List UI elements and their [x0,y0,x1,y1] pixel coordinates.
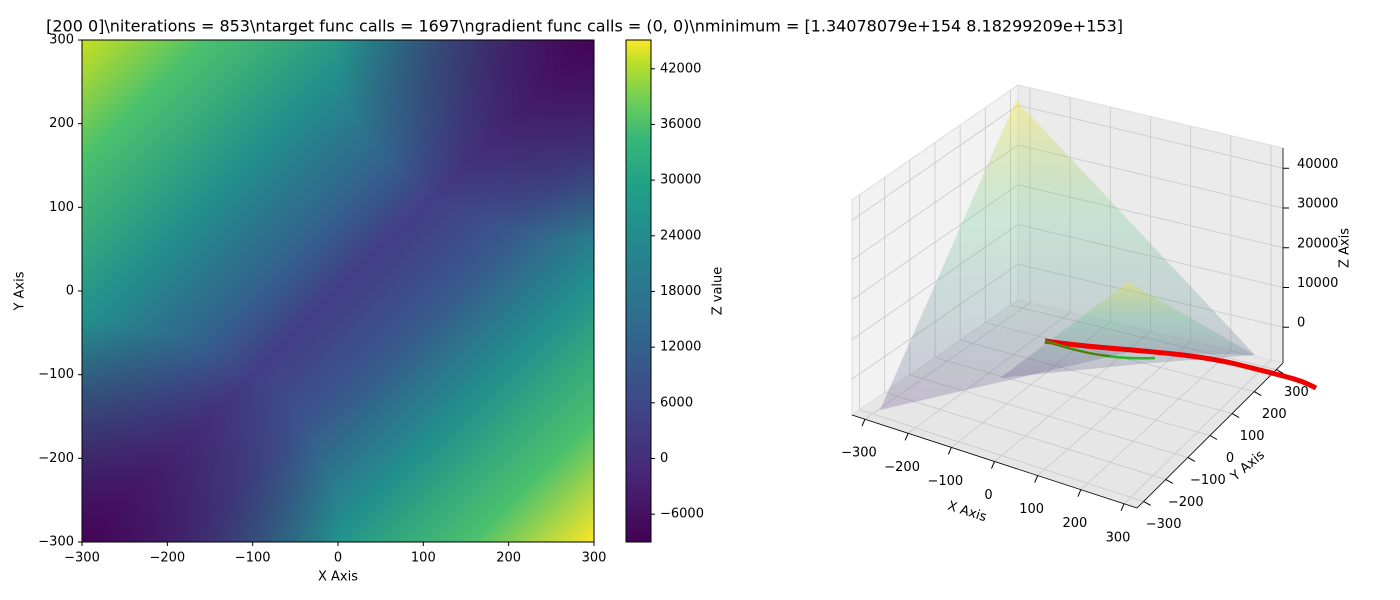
colorbar-tick-label: 36000 [660,117,701,132]
x-tick-label: −100 [235,551,271,566]
x-tick-label: 100 [411,551,436,566]
colorbar-tick-label: 42000 [660,61,701,76]
x-tick-label: 300 [582,551,607,566]
colorbar [625,39,652,543]
y-tick [1209,435,1218,440]
y-tick [1253,391,1262,396]
y-tick [1187,457,1196,462]
contour-field [82,40,594,542]
y-tick [1143,500,1151,506]
chart-title: [200 0]\niterations = 853\ntarget func c… [46,17,1123,36]
z-tick-label: 20000 [1297,236,1338,251]
colorbar-tick-label: 12000 [660,340,701,355]
y-tick-label: −100 [1190,473,1226,488]
z-tick-label: 0 [1297,316,1305,331]
x-tick [1034,475,1039,483]
x-tick-label: −300 [64,551,100,566]
y-tick-label: −300 [1146,517,1182,532]
x-tick [1077,489,1082,497]
colorbar-tick-label: 24000 [660,228,701,243]
colorbar-tick-label: 18000 [660,284,701,299]
grid-line [1017,104,1284,169]
y-tick-label: 200 [1262,407,1287,422]
x-tick [861,419,866,427]
path-red [1044,338,1318,391]
y-tick-label: −200 [38,451,74,466]
grid-line [859,409,1144,502]
x-tick-label: 0 [334,551,342,566]
low-region [82,322,342,542]
y-tick-label: 200 [49,116,74,131]
z-tick-label: 30000 [1297,197,1338,212]
y-tick-label: 100 [1240,429,1265,444]
x3-axis-label: X Axis [946,499,989,526]
y-tick-label: −300 [38,535,74,550]
colorbar-tick-label: −6000 [660,507,704,522]
x-tick-label: 300 [1106,530,1131,545]
colorbar-tick-label: 6000 [660,395,693,410]
y-tick [1276,369,1284,375]
x-tick-label: −100 [927,474,963,489]
x-tick [1120,503,1125,511]
colorbar-tick-label: 0 [660,451,668,466]
x-tick-label: −200 [884,460,920,475]
y-axis-label: Y Axis [13,271,28,311]
z3-axis-label: Z Axis [1338,228,1353,268]
grid-line [884,391,1166,480]
x-tick [947,447,952,455]
y-tick-label: −100 [38,367,74,382]
y-tick-label: 100 [49,200,74,215]
x-tick-label: 100 [1019,502,1044,517]
y-tick-label: 300 [1284,385,1309,400]
path-overlap [1044,340,1111,357]
x-axis-label: X Axis [318,570,358,585]
colorbar-label: Z value [711,267,726,316]
low-region [334,40,594,240]
axis-line [1136,362,1284,509]
x-tick-label: 200 [496,551,521,566]
surface-3d [880,100,1318,410]
grid-line [851,104,1019,221]
y-tick-label: 0 [66,284,74,299]
x-tick-label: −300 [841,446,877,461]
y-tick-label: 300 [49,33,74,48]
x-tick-label: 200 [1062,516,1087,531]
axis-line [851,414,1138,509]
colorbar-tick-label: 30000 [660,173,701,188]
z-tick-label: 10000 [1297,276,1338,291]
x-tick-label: −200 [149,551,185,566]
x-tick-label: 0 [984,488,992,503]
y-tick [1231,413,1240,418]
x-tick [904,433,909,441]
y-tick-label: 0 [1226,451,1234,466]
y-tick-label: −200 [1168,495,1204,510]
x-tick [991,461,995,469]
z-tick-label: 40000 [1297,157,1338,172]
y-tick [1165,479,1174,484]
